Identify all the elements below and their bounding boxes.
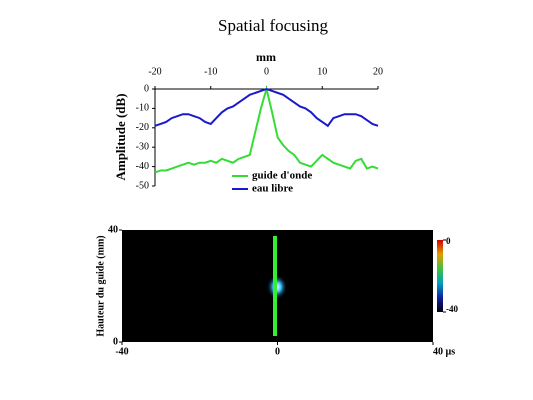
- series-line: [154, 87, 379, 128]
- y-tick-label: 0: [144, 83, 149, 94]
- y-axis-label: Hauteur du guide (mm): [95, 235, 106, 336]
- legend-label: guide d'onde: [252, 170, 312, 182]
- y-tick-label: -30: [136, 141, 149, 152]
- y-tick-label: -50: [136, 180, 149, 191]
- y-axis-label: Amplitude (dB): [113, 93, 128, 180]
- series-line: [154, 85, 379, 174]
- x-tick-label: -40: [115, 346, 128, 357]
- x-tick-label: -20: [148, 66, 161, 77]
- legend-label: eau libre: [252, 183, 293, 195]
- x-tick-label: 40 µs: [433, 346, 455, 357]
- x-tick-label: 0: [275, 346, 280, 357]
- x-tick-label: -10: [204, 66, 217, 77]
- x-tick-label: 10: [317, 66, 327, 77]
- colorbar-tick-label: -40: [446, 304, 458, 314]
- y-tick-label: -40: [136, 161, 149, 172]
- colorbar: [437, 240, 443, 312]
- y-tick-label: -20: [136, 122, 149, 133]
- chart-title: Spatial focusing: [218, 16, 329, 35]
- y-tick-label: 0: [113, 336, 118, 347]
- x-axis-label: mm: [256, 50, 276, 64]
- x-tick-label: 0: [264, 66, 269, 77]
- image-trace: [273, 236, 277, 336]
- colorbar-tick-label: 0: [446, 236, 451, 246]
- y-tick-label: 40: [108, 224, 118, 235]
- y-tick-label: -10: [136, 103, 149, 114]
- x-tick-label: 20: [373, 66, 383, 77]
